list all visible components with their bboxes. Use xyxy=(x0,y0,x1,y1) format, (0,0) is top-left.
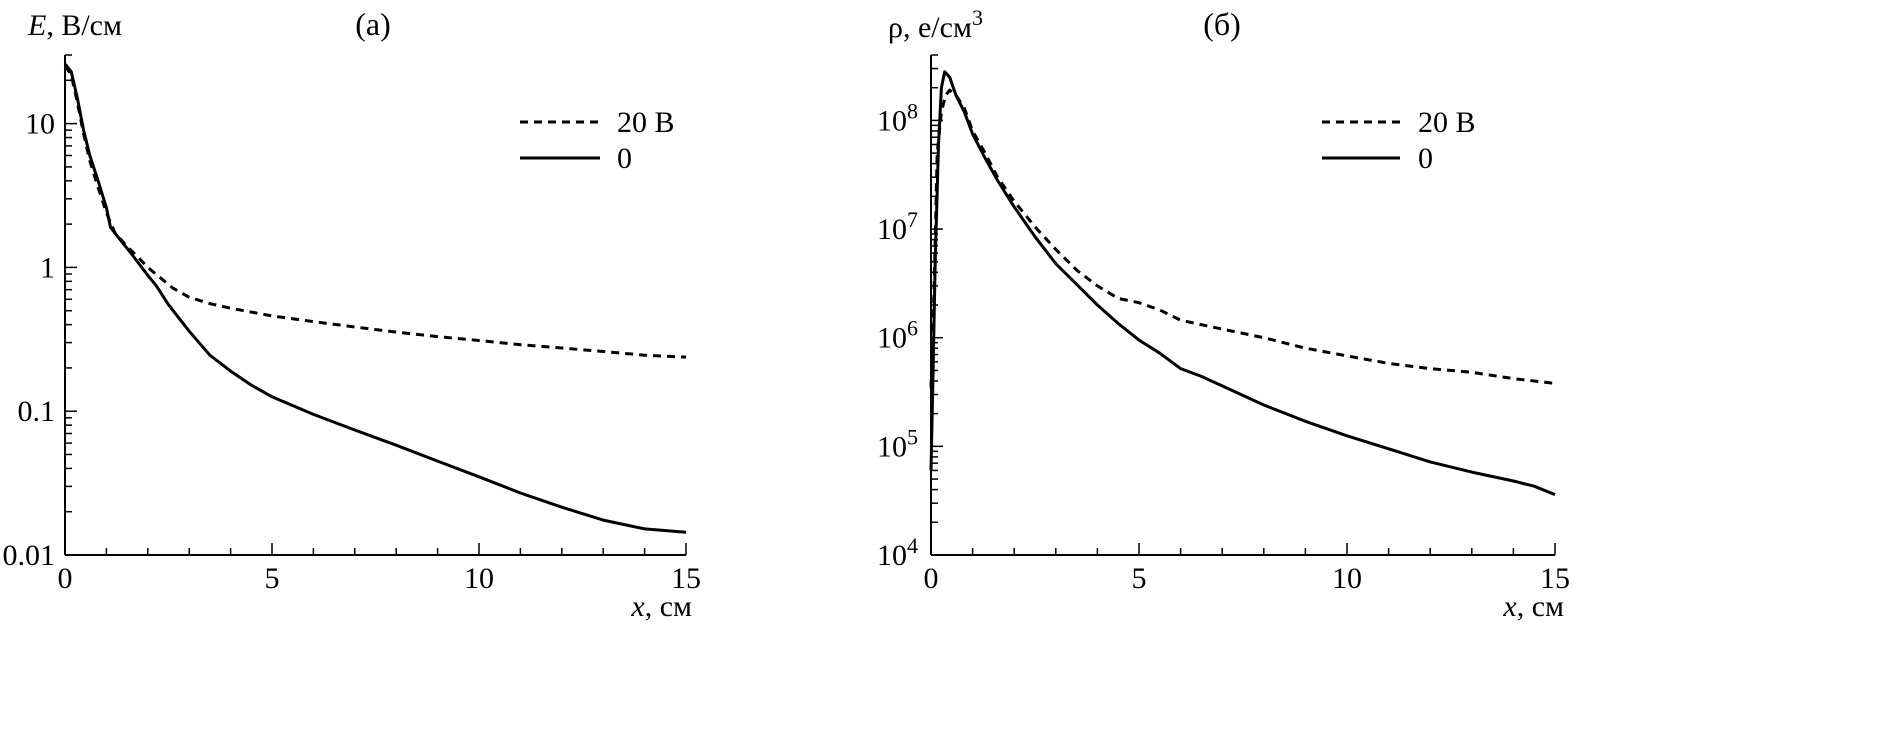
x-tick-label-b: 15 xyxy=(1540,562,1570,595)
y-axis-label-a: E, В/см xyxy=(27,9,122,42)
y-tick-label-a: 1 xyxy=(40,251,55,284)
y-tick-label-b: 105 xyxy=(877,424,918,463)
x-axis-var-a: x xyxy=(630,590,645,623)
x-tick-label-b: 5 xyxy=(1132,562,1147,595)
y-axis-unit-a: , В/см xyxy=(46,9,122,42)
x-tick-label-b: 10 xyxy=(1332,562,1362,595)
y-axis-unit-b: , e/см xyxy=(903,11,972,44)
y-axis-label-b: ρ, e/см3 xyxy=(888,5,983,44)
panel-label-a: (а) xyxy=(355,6,391,42)
y-tick-label-a: 0.01 xyxy=(3,539,56,572)
x-tick-label-a: 15 xyxy=(671,562,701,595)
x-axis-var-b: x xyxy=(1502,590,1517,623)
legend-label-b-0: 20 В xyxy=(1418,106,1476,139)
y-tick-label-a: 10 xyxy=(25,108,55,141)
series-line-a-0 xyxy=(63,65,687,359)
ticks-b: 0 5 10 15 104 105 106 107 108 xyxy=(877,54,1570,595)
x-tick-label-b: 0 xyxy=(924,562,939,595)
y-axis-var-b: ρ xyxy=(888,11,903,44)
y-tick-label-a: 0.1 xyxy=(18,395,56,428)
series-line-a-1 xyxy=(63,62,687,534)
y-tick-label-b: 107 xyxy=(877,207,918,246)
ticks-a: 0 5 10 15 0.01 0.1 1 10 xyxy=(3,54,701,595)
chart-panel-a: 0 5 10 15 0.01 0.1 1 10 (а) E, В/см x, см 20 В … xyxy=(3,6,702,623)
y-tick-label-b: 108 xyxy=(877,98,918,137)
x-tick-label-a: 10 xyxy=(464,562,494,595)
y-axis-sup-b: 3 xyxy=(972,5,983,30)
x-tick-label-a: 5 xyxy=(265,562,280,595)
x-axis-label-b: x, см xyxy=(1502,590,1564,623)
legend-a: 20 В 0 xyxy=(520,106,675,175)
legend-b: 20 В 0 xyxy=(1322,106,1476,175)
panel-label-b: (б) xyxy=(1203,6,1241,42)
series-line-b-1 xyxy=(929,70,1556,496)
x-axis-label-a: x, см xyxy=(630,590,692,623)
x-tick-label-a: 0 xyxy=(58,562,73,595)
axes-a xyxy=(64,55,686,556)
y-tick-label-b: 104 xyxy=(877,533,918,572)
x-axis-unit-b: , см xyxy=(1517,590,1564,623)
series-line-b-0 xyxy=(929,88,1556,388)
y-axis-var-a: E xyxy=(27,9,46,42)
legend-label-b-1: 0 xyxy=(1418,142,1433,175)
series-layer-b xyxy=(929,70,1556,496)
chart-panel-b: 0 5 10 15 104 105 106 107 108 (б) ρ, e/см3 x, см… xyxy=(877,5,1570,623)
series-layer-a xyxy=(63,62,687,534)
legend-label-a-0: 20 В xyxy=(617,106,675,139)
y-tick-label-b: 106 xyxy=(877,316,918,355)
x-axis-unit-a: , см xyxy=(645,590,692,623)
legend-label-a-1: 0 xyxy=(617,142,632,175)
